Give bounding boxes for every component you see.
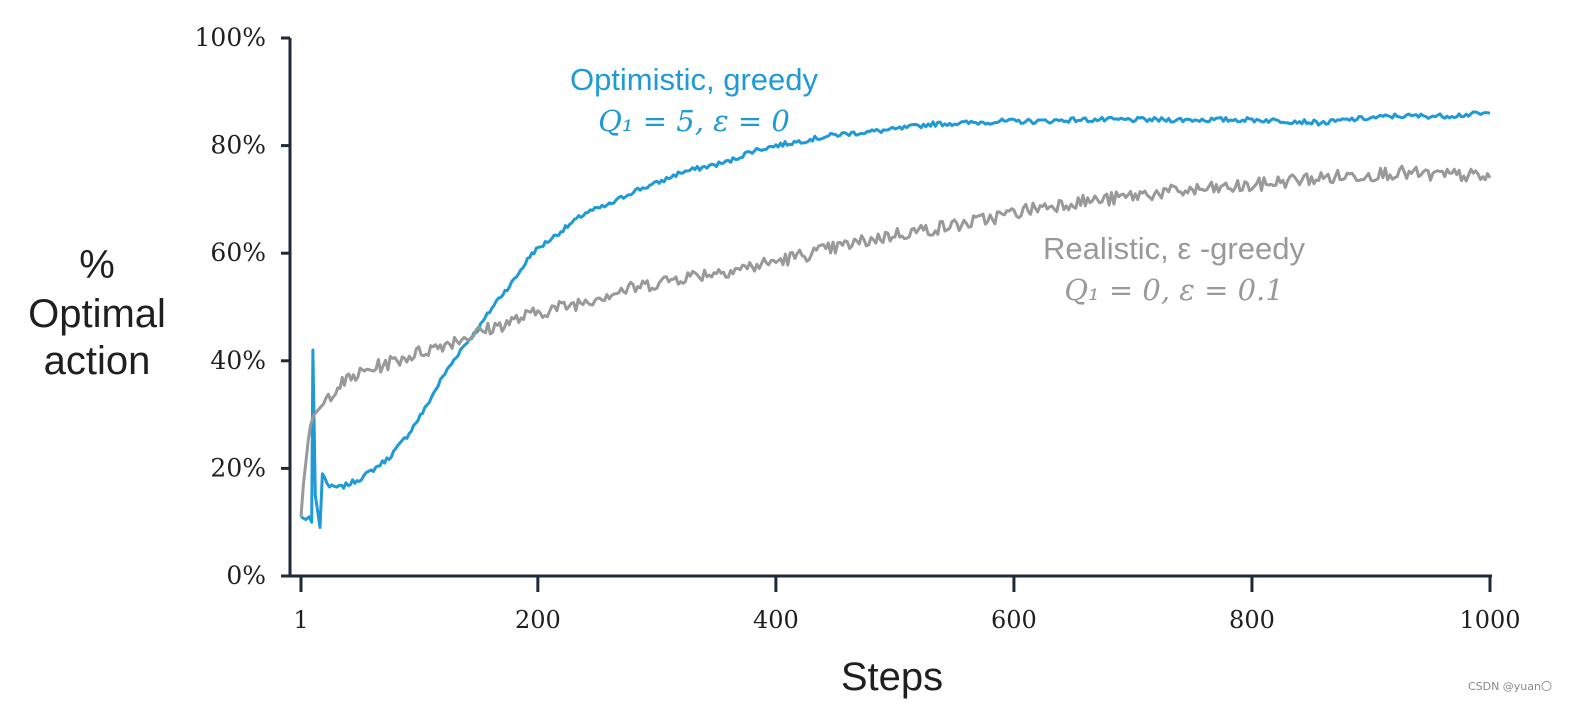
realistic-series-params: Q₁ = 0, ε = 0.1 [1064, 273, 1283, 307]
axes [288, 38, 1492, 578]
y-tick-label: 0% [226, 561, 266, 590]
realistic-epsilon-greedy-line [299, 164, 1492, 517]
y-axis-title-line-3: action [44, 339, 151, 383]
y-tick-label: 60% [210, 238, 266, 267]
optimistic-series-label: Optimistic, greedy [570, 62, 819, 97]
y-tick-label: 80% [210, 131, 266, 160]
y-axis-title-line-2: Optimal [28, 292, 166, 336]
optimistic-greedy-line [300, 110, 1491, 530]
x-ticks: 1 200 400 600 800 1000 [293, 576, 1521, 634]
series-layer [299, 110, 1492, 530]
x-tick-label: 800 [1229, 606, 1275, 634]
y-ticks: 0% 20% 40% 60% 80% 100% [195, 23, 290, 590]
realistic-series-label: Realistic, ε -greedy [1043, 231, 1305, 266]
watermark: CSDN @yuan〇 [1468, 680, 1552, 693]
y-tick-label: 20% [210, 453, 266, 482]
y-tick-label: 40% [210, 346, 266, 375]
x-tick-label: 400 [753, 606, 799, 634]
x-axis-title: Steps [841, 655, 943, 699]
x-tick-label: 1000 [1459, 606, 1520, 634]
x-tick-label: 1 [293, 606, 308, 634]
y-tick-label: 100% [195, 23, 266, 52]
x-tick-label: 200 [515, 606, 561, 634]
x-tick-label: 600 [991, 606, 1037, 634]
y-axis-title-line-1: % [79, 243, 115, 287]
optimistic-series-params: Q₁ = 5, ε = 0 [598, 104, 790, 138]
